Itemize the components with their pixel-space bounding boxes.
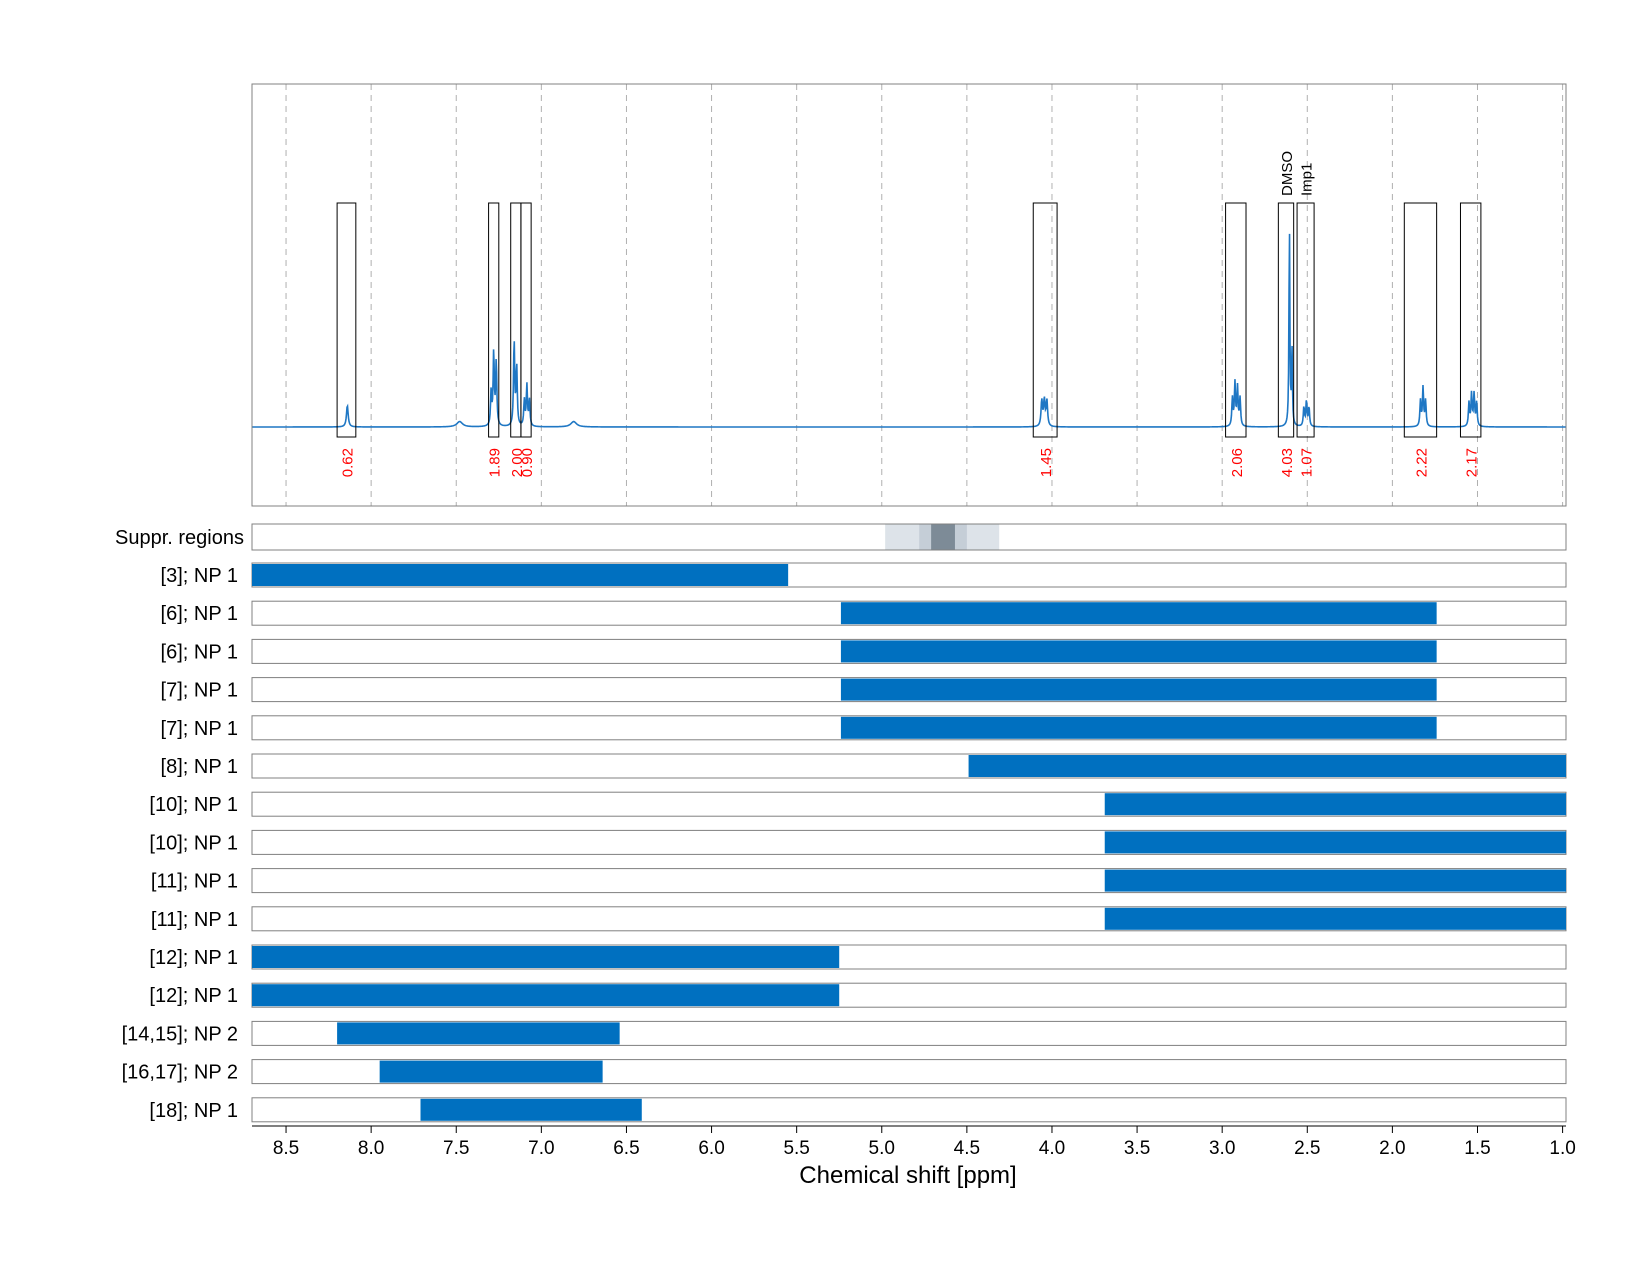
range-bar: [379, 1060, 603, 1083]
range-label: [11]; NP 1: [151, 909, 238, 931]
spectrum-panel: 0.62 1.89 2.000.90 1.45 2.06 4.03 DMSO 1.07 Imp1…: [251, 83, 1567, 507]
range-label: [12]; NP 1: [149, 985, 238, 1007]
integration-box: [488, 202, 500, 438]
integral-value: 0.62: [339, 448, 356, 477]
integration-box: [1459, 202, 1482, 438]
range-bar: [252, 984, 840, 1007]
range-label: [6]; NP 1: [161, 603, 238, 625]
range-bar: [840, 602, 1437, 625]
integral-value: 4.03: [1279, 448, 1296, 477]
range-label: [11]; NP 1: [151, 871, 238, 893]
range-bar: [840, 678, 1437, 701]
x-tick-label: 6.0: [698, 1138, 724, 1159]
range-bar: [840, 716, 1437, 739]
x-tick-label: 2.0: [1379, 1138, 1405, 1159]
integration-box: [1032, 202, 1058, 438]
range-label: [16,17]; NP 2: [122, 1062, 238, 1084]
spectrum-frame: [251, 83, 1567, 507]
range-label: [10]; NP 1: [149, 832, 238, 854]
suppression-label: Suppr. regions: [115, 527, 244, 549]
x-tick-label: 5.0: [869, 1138, 895, 1159]
range-label: [3]; NP 1: [161, 565, 238, 587]
range-label: [18]; NP 1: [149, 1100, 238, 1122]
integral-value: 2.06: [1229, 448, 1246, 477]
suppression-band: [931, 524, 955, 550]
range-label: [14,15]; NP 2: [122, 1023, 238, 1045]
range-bar: [252, 564, 789, 586]
suppression-frame: [251, 523, 1567, 551]
range-bar: [420, 1098, 642, 1121]
x-tick-label: 2.5: [1294, 1138, 1320, 1159]
integration-box: [520, 202, 532, 438]
x-tick-label: 1.0: [1549, 1138, 1575, 1159]
x-tick-label: 8.5: [273, 1138, 299, 1159]
integral-value: 2.22: [1413, 448, 1430, 477]
range-label: [10]; NP 1: [149, 794, 238, 816]
integral-value: 2.00: [509, 448, 526, 477]
range-bar: [1104, 831, 1566, 854]
x-axis-label: Chemical shift [ppm]: [799, 1162, 1016, 1189]
x-tick-label: 4.5: [954, 1138, 980, 1159]
range-bar: [968, 755, 1566, 777]
range-bar: [252, 946, 840, 968]
integration-box: [336, 202, 357, 438]
integration-box: [1296, 202, 1315, 438]
range-label: [7]; NP 1: [161, 680, 238, 702]
range-bar: [840, 640, 1437, 663]
integration-box: [1403, 202, 1438, 438]
x-tick-label: 3.0: [1209, 1138, 1235, 1159]
range-bar: [1104, 869, 1566, 892]
range-label: [6]; NP 1: [161, 641, 238, 663]
integral-value: 1.89: [487, 448, 504, 477]
integration-box: [1277, 202, 1295, 438]
spectrum-line: [252, 233, 1566, 428]
range-bar: [1104, 907, 1566, 930]
x-tick-label: 4.0: [1039, 1138, 1065, 1159]
range-label: [12]; NP 1: [149, 947, 238, 969]
integral-value: 1.45: [1038, 448, 1055, 477]
region-label: Imp1: [1299, 163, 1316, 196]
x-tick-label: 3.5: [1124, 1138, 1150, 1159]
x-tick-label: 7.5: [443, 1138, 469, 1159]
x-tick-label: 7.0: [528, 1138, 554, 1159]
x-tick-label: 1.5: [1464, 1138, 1490, 1159]
x-tick-label: 8.0: [358, 1138, 384, 1159]
integral-value: 2.17: [1464, 448, 1481, 477]
integral-value: 0.90: [519, 448, 536, 477]
region-label: DMSO: [1279, 151, 1296, 196]
range-label: [7]; NP 1: [161, 718, 238, 740]
range-panel: [3]; NP 1 [6]; NP 1 [6]; NP 1 [7]; NP 1 [7];…: [122, 562, 1567, 1123]
suppression-panel: Suppr. regions: [115, 523, 1567, 551]
integral-value: 1.07: [1299, 448, 1316, 477]
integration-box: [1225, 202, 1247, 438]
x-tick-label: 6.5: [613, 1138, 639, 1159]
x-tick-label: 5.5: [783, 1138, 809, 1159]
range-bar: [337, 1022, 620, 1045]
range-bar: [1104, 793, 1566, 816]
x-axis: 8.5 8.0 7.5 7.0 6.5 6.0 5.5 5.0 4.5 4.0 3.5 3.0 2.5 2…: [252, 1125, 1576, 1159]
range-label: [8]; NP 1: [161, 756, 238, 778]
